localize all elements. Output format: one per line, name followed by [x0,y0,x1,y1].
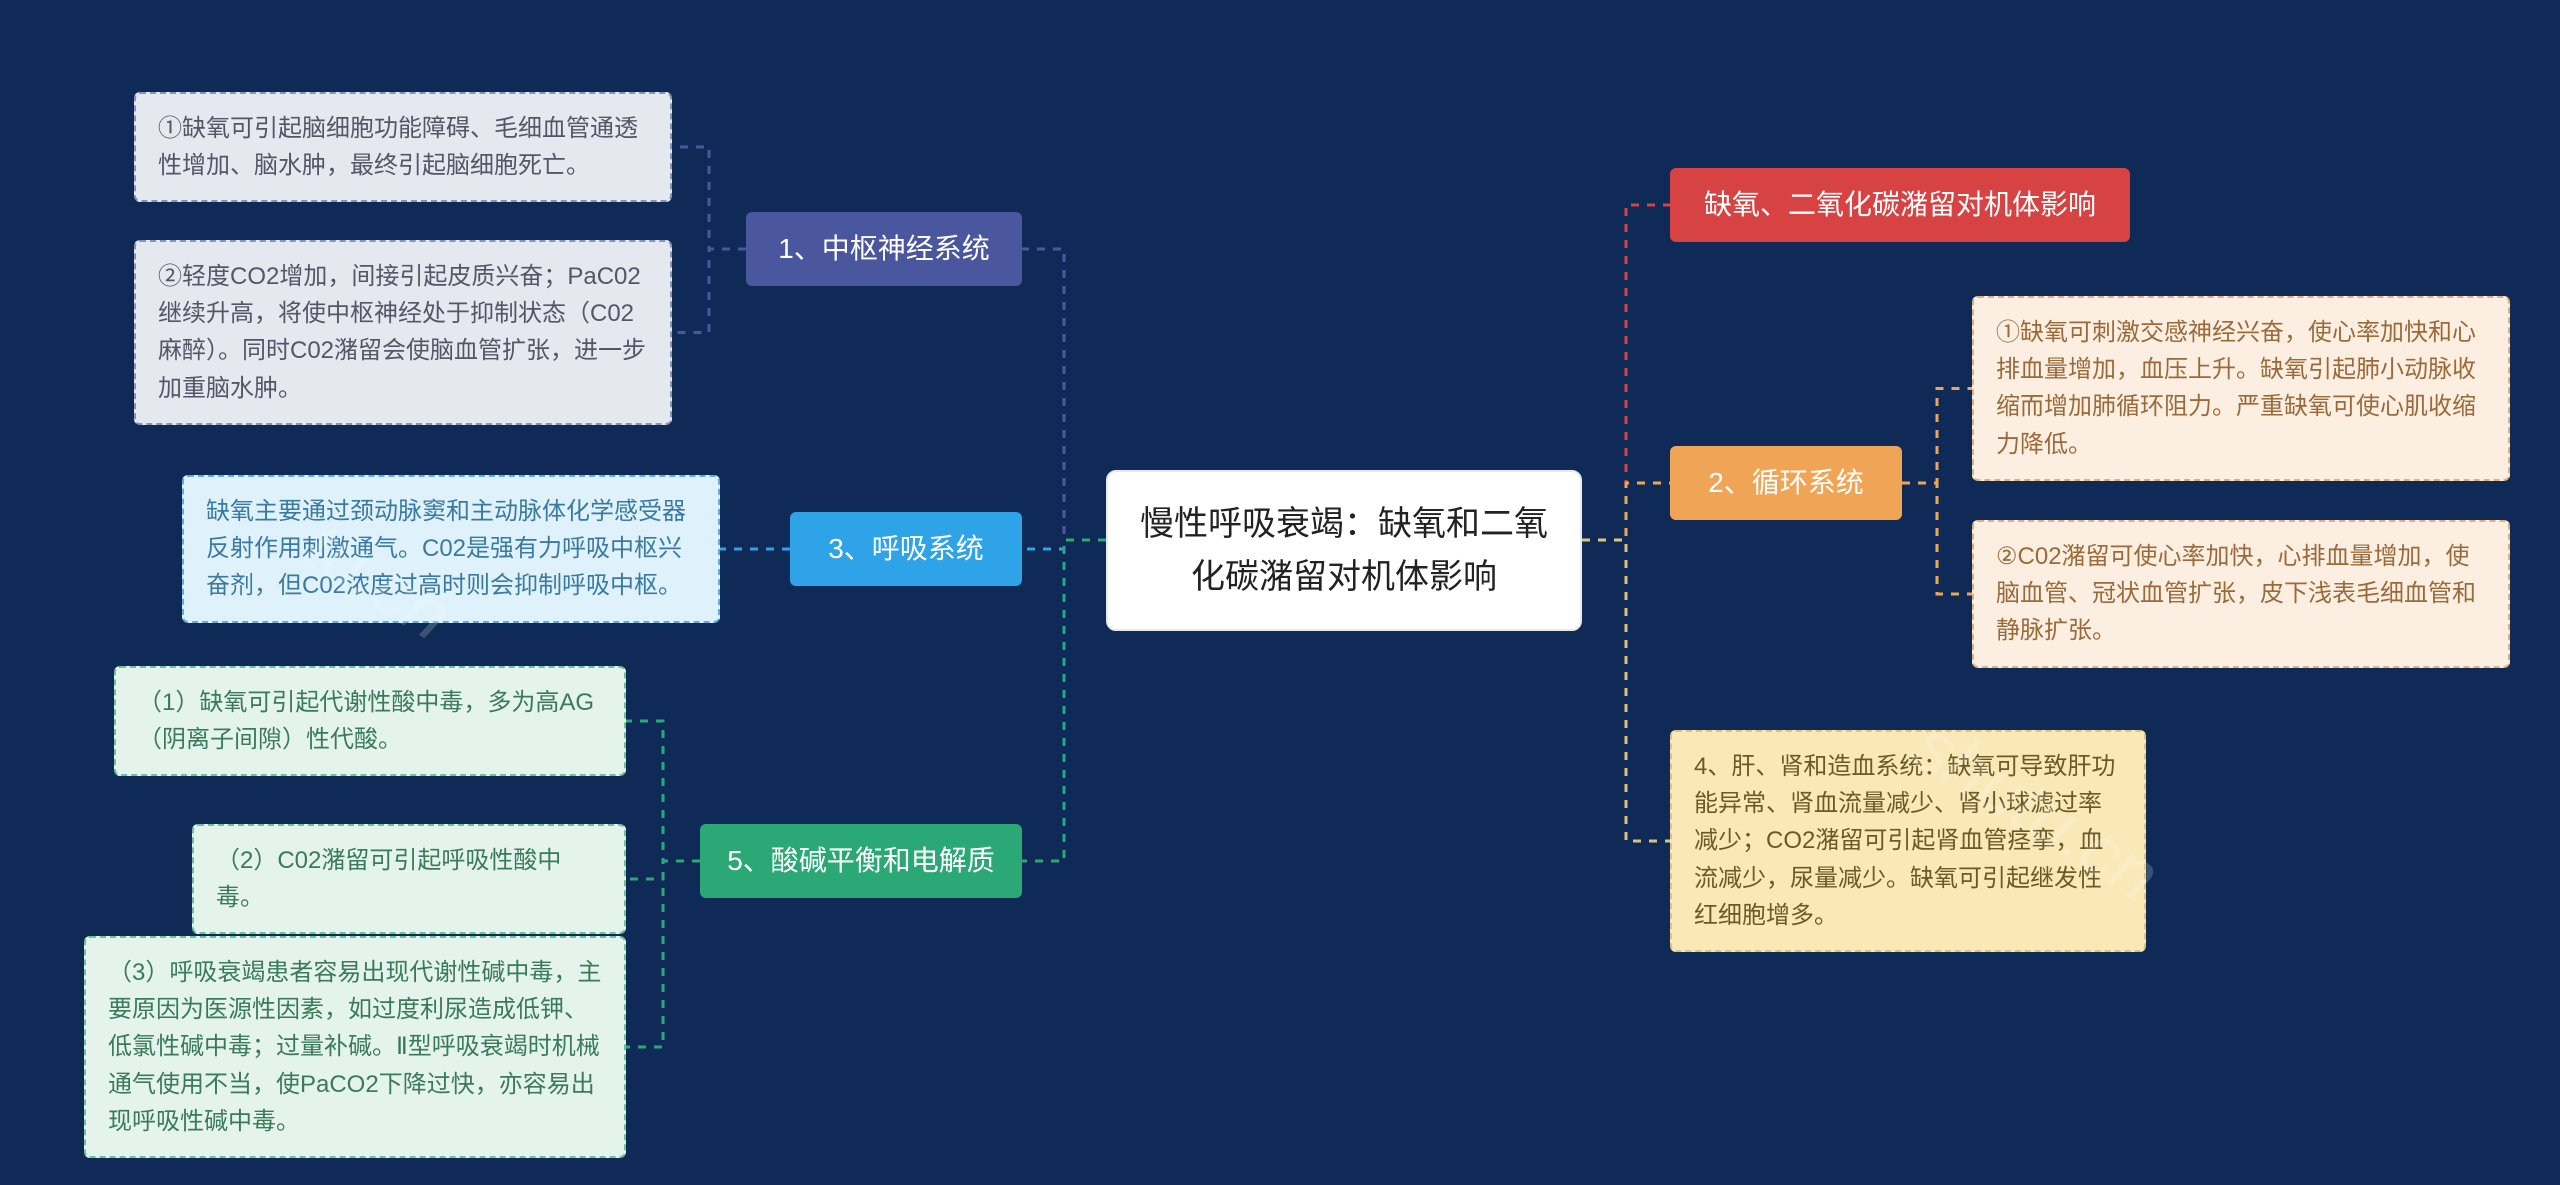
leaf-text: （1）缺氧可引起代谢性酸中毒，多为高AG（阴离子间隙）性代酸。 [138,689,594,753]
branch-label: 2、循环系统 [1708,467,1864,498]
connector [626,861,700,1047]
branch-b2[interactable]: 2、循环系统 [1670,446,1902,520]
center-label: 慢性呼吸衰竭：缺氧和二氧化碳潴留对机体影响 [1140,505,1548,596]
leaf-b2-1[interactable]: ②C02潴留可使心率加快，心排血量增加，使脑血管、冠状血管扩张，皮下浅表毛细血管… [1972,520,2510,668]
connector [1582,205,1670,540]
connector [672,249,746,333]
leaf-b2-0[interactable]: ①缺氧可刺激交感神经兴奋，使心率加快和心排血量增加，血压上升。缺氧引起肺小动脉收… [1972,296,2510,481]
leaf-b3-0[interactable]: 缺氧主要通过颈动脉窦和主动脉体化学感受器反射作用刺激通气。C02是强有力呼吸中枢… [182,475,720,623]
connector [1022,540,1106,549]
connector [1902,389,1972,484]
leaf-b1-0[interactable]: ①缺氧可引起脑细胞功能障碍、毛细血管通透性增加、脑水肿，最终引起脑细胞死亡。 [134,92,672,202]
connector [1022,249,1106,540]
branch-label: 缺氧、二氧化碳潴留对机体影响 [1704,189,2096,220]
center-topic[interactable]: 慢性呼吸衰竭：缺氧和二氧化碳潴留对机体影响 [1106,470,1582,631]
leaf-text: （2）C02潴留可引起呼吸性酸中毒。 [216,847,561,911]
leaf-b5-0[interactable]: （1）缺氧可引起代谢性酸中毒，多为高AG（阴离子间隙）性代酸。 [114,666,626,776]
branch-b4[interactable]: 4、肝、肾和造血系统：缺氧可导致肝功能异常、肾血流量减少、肾小球滤过率减少；CO… [1670,730,2146,952]
leaf-text: ②轻度CO2增加，间接引起皮质兴奋；PaC02继续升高，将使中枢神经处于抑制状态… [158,263,646,402]
leaf-text: 缺氧主要通过颈动脉窦和主动脉体化学感受器反射作用刺激通气。C02是强有力呼吸中枢… [206,498,686,599]
leaf-b1-1[interactable]: ②轻度CO2增加，间接引起皮质兴奋；PaC02继续升高，将使中枢神经处于抑制状态… [134,240,672,425]
leaf-b5-1[interactable]: （2）C02潴留可引起呼吸性酸中毒。 [192,824,626,934]
connector [1902,483,1972,594]
branch-r1[interactable]: 缺氧、二氧化碳潴留对机体影响 [1670,168,2130,242]
connector [1582,540,1670,841]
connector [1582,483,1670,540]
branch-label: 3、呼吸系统 [828,533,984,564]
branch-label: 5、酸碱平衡和电解质 [727,845,995,876]
connector [672,147,746,249]
leaf-text: ①缺氧可刺激交感神经兴奋，使心率加快和心排血量增加，血压上升。缺氧引起肺小动脉收… [1996,319,2476,458]
leaf-text: （3）呼吸衰竭患者容易出现代谢性碱中毒，主要原因为医源性因素，如过度利尿造成低钾… [108,959,601,1135]
leaf-b5-2[interactable]: （3）呼吸衰竭患者容易出现代谢性碱中毒，主要原因为医源性因素，如过度利尿造成低钾… [84,936,626,1158]
branch-b3[interactable]: 3、呼吸系统 [790,512,1022,586]
connector [626,721,700,861]
branch-b5[interactable]: 5、酸碱平衡和电解质 [700,824,1022,898]
branch-b1[interactable]: 1、中枢神经系统 [746,212,1022,286]
leaf-text: ②C02潴留可使心率加快，心排血量增加，使脑血管、冠状血管扩张，皮下浅表毛细血管… [1996,543,2476,644]
branch-label: 4、肝、肾和造血系统：缺氧可导致肝功能异常、肾血流量减少、肾小球滤过率减少；CO… [1694,753,2115,929]
branch-label: 1、中枢神经系统 [778,233,990,264]
connector [1022,540,1106,861]
leaf-text: ①缺氧可引起脑细胞功能障碍、毛细血管通透性增加、脑水肿，最终引起脑细胞死亡。 [158,115,638,179]
connector [626,861,700,879]
